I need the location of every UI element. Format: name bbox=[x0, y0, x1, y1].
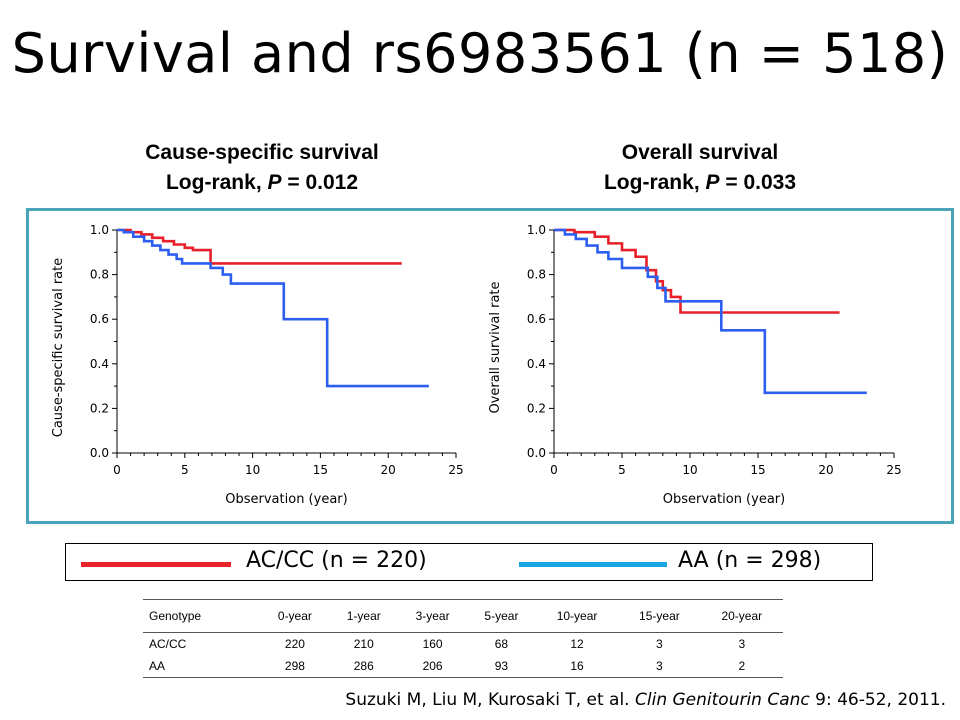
table-cell: 16 bbox=[535, 655, 619, 678]
charts-frame: 0 5 10 15 20 25 0.0 0.2 0.4 0.6 0.8 1.0 Observation … bbox=[26, 208, 954, 524]
table-cell: 160 bbox=[422, 637, 443, 651]
x-tick-label: 25 bbox=[448, 463, 463, 477]
table-cell: 93 bbox=[467, 655, 536, 678]
x-tick-label: 10 bbox=[245, 463, 260, 477]
panel-caption-left: Cause-specific survival Log-rank, P = 0.… bbox=[72, 138, 452, 198]
table-cell: 3 bbox=[738, 637, 746, 651]
x-tick-label: 15 bbox=[313, 463, 328, 477]
table-cell: 206 bbox=[398, 655, 468, 678]
caption-stat: Log-rank, P = 0.033 bbox=[510, 168, 890, 198]
table-row: AA 298 286 206 93 16 3 2 bbox=[143, 655, 783, 678]
x-axis-title: Observation (year) bbox=[225, 492, 347, 507]
y-tick-label: 0.4 bbox=[527, 357, 546, 371]
legend-line-ac-cc bbox=[81, 562, 231, 567]
km-curve-ac-cc bbox=[117, 228, 402, 265]
y-tick-label: 0.4 bbox=[90, 357, 109, 371]
y-tick-label: 0.6 bbox=[527, 312, 546, 326]
header-cell: 10-year bbox=[535, 599, 619, 633]
caption-title: Cause-specific survival bbox=[145, 141, 379, 164]
header-cell: 0-year bbox=[260, 599, 330, 633]
header-cell: 20-year bbox=[700, 599, 783, 633]
x-tick-label: 10 bbox=[682, 463, 697, 477]
y-tick-label: 0.2 bbox=[90, 401, 109, 415]
citation-authors: Suzuki M, Liu M, Kurosaki T, et al. bbox=[345, 690, 635, 710]
y-tick-label: 1.0 bbox=[527, 223, 546, 237]
x-tick-label: 0 bbox=[113, 463, 121, 477]
x-tick-label: 5 bbox=[181, 463, 189, 477]
caption-title: Overall survival bbox=[621, 141, 779, 164]
x-tick-label: 20 bbox=[818, 463, 833, 477]
header-cell: 5-year bbox=[467, 599, 536, 633]
table-cell: 210 bbox=[353, 637, 374, 651]
table-cell: 3 bbox=[656, 637, 663, 651]
caption-stat: Log-rank, P = 0.012 bbox=[72, 168, 452, 198]
legend-label-ac-cc: AC/CC (n = 220) bbox=[246, 548, 427, 573]
km-charts-svg: 0 5 10 15 20 25 0.0 0.2 0.4 0.6 0.8 1.0 Observation … bbox=[51, 223, 902, 507]
risk-table-header: Genotype 0-year 1-year 3-year 5-year 10-… bbox=[143, 599, 783, 633]
y-tick-label: 0.0 bbox=[527, 446, 546, 460]
y-axis-title: Overall survival rate bbox=[488, 281, 503, 413]
y-tick-label: 0.8 bbox=[527, 268, 546, 282]
km-curve-aa bbox=[554, 228, 867, 395]
y-tick-label: 0.8 bbox=[90, 268, 109, 282]
citation-rest: 9: 46-52, 2011. bbox=[809, 690, 946, 710]
caption-value: = 0.033 bbox=[719, 171, 796, 194]
x-tick-label: 15 bbox=[750, 463, 765, 477]
table-cell: 286 bbox=[329, 655, 399, 678]
table-cell: 12 bbox=[570, 637, 584, 651]
y-tick-label: 0.0 bbox=[90, 446, 109, 460]
x-tick-label: 25 bbox=[886, 463, 901, 477]
header-cell: 3-year bbox=[398, 599, 468, 633]
header-cell: 1-year bbox=[329, 599, 399, 633]
table-cell: AA bbox=[143, 655, 261, 678]
citation: Suzuki M, Liu M, Kurosaki T, et al. Clin… bbox=[345, 690, 946, 710]
caption-value: = 0.012 bbox=[281, 171, 358, 194]
table-cell: 2 bbox=[700, 655, 783, 678]
x-tick-label: 5 bbox=[618, 463, 626, 477]
header-cell: Genotype bbox=[143, 599, 261, 633]
y-tick-label: 0.6 bbox=[90, 312, 109, 326]
table-cell: 68 bbox=[494, 637, 509, 651]
table-cell: AC/CC bbox=[149, 637, 187, 651]
km-curve-aa bbox=[117, 228, 429, 388]
y-axis-title: Cause-specific survival rate bbox=[51, 258, 66, 437]
caption-p: P bbox=[267, 171, 282, 194]
caption-prefix: Log-rank, bbox=[603, 171, 706, 194]
caption-prefix: Log-rank, bbox=[165, 171, 268, 194]
y-tick-label: 1.0 bbox=[90, 223, 109, 237]
table-cell: 3 bbox=[618, 655, 701, 678]
x-tick-label: 0 bbox=[550, 463, 558, 477]
legend: AC/CC (n = 220) AA (n = 298) bbox=[65, 543, 873, 581]
km-curve-ac-cc bbox=[554, 228, 840, 314]
legend-label-aa: AA (n = 298) bbox=[678, 548, 822, 573]
table-row: AC/CC 220 210 160 68 12 3 3 bbox=[143, 633, 783, 656]
citation-journal: Clin Genitourin Canc bbox=[635, 690, 810, 710]
slide-title: Survival and rs6983561 (n = 518) bbox=[11, 22, 949, 85]
legend-line-aa bbox=[519, 562, 667, 567]
x-tick-label: 20 bbox=[381, 463, 396, 477]
header-cell: 15-year bbox=[618, 599, 701, 633]
x-axis-title: Observation (year) bbox=[663, 492, 785, 507]
risk-table: Genotype 0-year 1-year 3-year 5-year 10-… bbox=[143, 599, 783, 678]
table-cell: 220 bbox=[284, 637, 305, 651]
panel-caption-right: Overall survival Log-rank, P = 0.033 bbox=[510, 138, 890, 198]
caption-p: P bbox=[705, 171, 720, 194]
table-cell: 298 bbox=[260, 655, 330, 678]
y-tick-label: 0.2 bbox=[527, 401, 546, 415]
